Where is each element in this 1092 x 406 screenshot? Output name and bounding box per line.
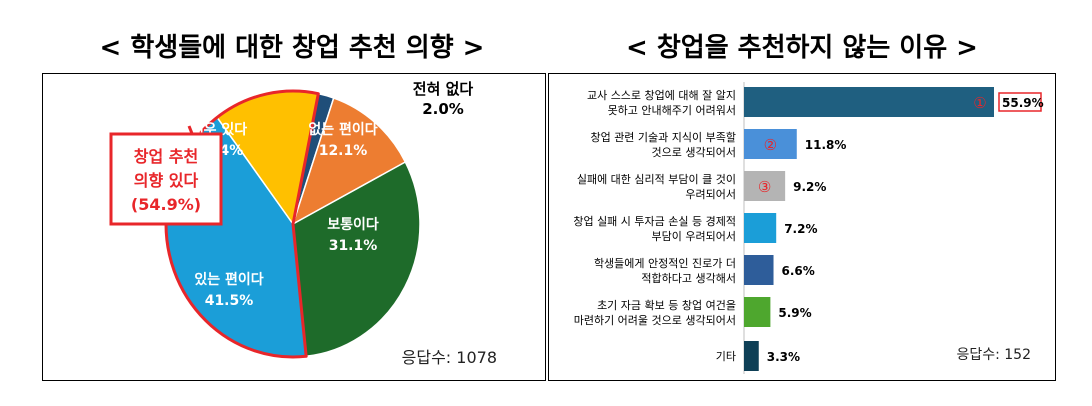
bar	[744, 129, 797, 159]
bar	[744, 171, 786, 201]
bar-category-label: 기타	[716, 350, 736, 363]
bar-category-label: 못하고 안내해주기 어려워서	[608, 103, 736, 117]
pie-slice-value: 31.1%	[329, 238, 378, 254]
bar-category-label: 것으로 생각되어서	[652, 146, 736, 159]
bar-value-label: 5.9%	[778, 306, 811, 320]
bar	[744, 87, 994, 117]
pie-label: 있는 편이다 41.5%	[194, 271, 263, 309]
pie-respondent-count: 응답수: 1078	[401, 348, 497, 367]
bar-category-label: 초기 자금 확보 등 창업 여건을	[597, 299, 736, 312]
pie-slice-label: 있는 편이다	[194, 271, 263, 288]
bar-category-label: 교사 스스로 창업에 대해 잘 알지	[587, 88, 736, 102]
bar-category-label: 적합하다고 생각해서	[641, 271, 736, 285]
callout-text: 의향 있다	[134, 171, 199, 190]
pie-slice	[291, 97, 407, 226]
pie-slice-label: 없는 편이다	[308, 121, 377, 138]
bar-rank-mark: ②	[764, 136, 777, 154]
bar-category-label: 학생들에게 안정적인 진로가 더	[594, 257, 736, 270]
pie-label: 없는 편이다 12.1%	[308, 121, 377, 159]
pie-chart-panel: 전혀 없다 2.0% 없는 편이다 12.1% 보통이다 31.1% 있는 편이다 41.5%…	[42, 73, 546, 381]
bar-category-label: 창업 관련 기술과 지식이 부족할	[590, 131, 736, 144]
bar	[744, 297, 771, 327]
bar-value-label: 6.6%	[782, 264, 815, 278]
pie-slice-label: 보통이다	[327, 216, 379, 233]
callout-box	[109, 132, 223, 226]
bar-category-label: 부담이 우려되어서	[652, 230, 736, 243]
pie-label: 보통이다 31.1%	[327, 216, 379, 254]
pie-label-전혀-없다: 전혀 없다 2.0%	[413, 80, 474, 118]
bar-value-label: 55.9%	[1002, 96, 1044, 110]
bar-rank-mark: ①	[973, 94, 986, 112]
bar-value-label: 11.8%	[805, 138, 847, 152]
bar-value-label: 7.2%	[784, 222, 817, 236]
bar-value-label: 3.3%	[767, 350, 800, 364]
pie-slice-value: 2.0%	[422, 100, 464, 118]
bar-rank-mark: ③	[758, 178, 771, 196]
callout-text: 창업 추천	[134, 147, 198, 166]
bar-value-label: 9.2%	[793, 180, 826, 194]
bar-category-label: 창업 실패 시 투자금 손실 등 경제적	[573, 215, 736, 228]
pie-slice	[292, 160, 421, 358]
pie-slice-value: 12.1%	[319, 143, 368, 159]
pie-chart-title: < 학생들에 대한 창업 추천 의향 >	[99, 33, 485, 63]
callout-text: (54.9%)	[131, 195, 201, 214]
pie-slice-value: 41.5%	[205, 293, 254, 309]
bar	[744, 255, 774, 285]
bar-row: 기타 3.3%	[716, 341, 800, 371]
pie-chart: 전혀 없다 2.0% 없는 편이다 12.1% 보통이다 31.1% 있는 편이다 41.5%…	[109, 80, 474, 359]
bar-respondent-count: 응답수: 152	[956, 347, 1031, 363]
pie-slice-label: 전혀 없다	[413, 80, 474, 98]
bar-value-highlight-box	[998, 92, 1042, 112]
bar-category-label: 실패에 대한 심리적 부담이 클 것이	[577, 173, 736, 186]
bar-chart-panel: 교사 스스로 창업에 대해 잘 알지 못하고 안내해주기 어려워서 ① 55.9% 창업…	[548, 73, 1056, 381]
bar-category-label: 마련하기 어려울 것으로 생각되어서	[574, 313, 736, 327]
bar	[744, 213, 777, 243]
bar-category-label: 우려되어서	[685, 188, 736, 201]
bar	[744, 341, 759, 371]
bar-chart-title: < 창업을 추천하지 않는 이유 >	[626, 33, 978, 63]
